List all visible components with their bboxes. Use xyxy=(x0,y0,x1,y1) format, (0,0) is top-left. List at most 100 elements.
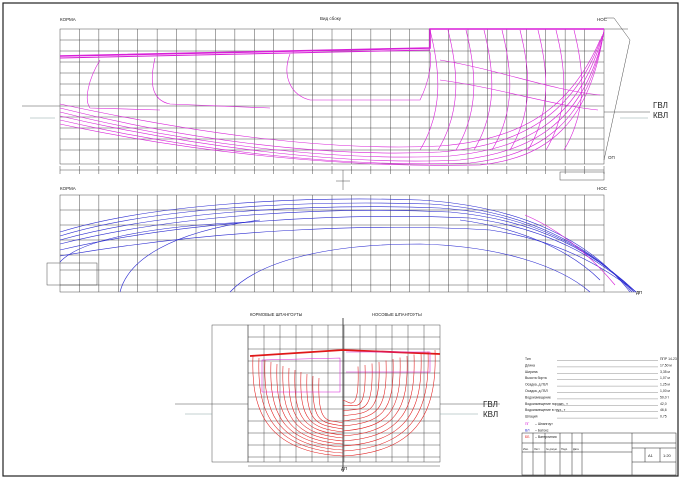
particular-value: 1,00 м xyxy=(660,389,671,393)
plan-view-waterlines xyxy=(59,198,637,293)
particular-name: Осадка, д.ГВЛ xyxy=(525,383,548,387)
legend-code: ПГ xyxy=(525,422,529,426)
waterline-kvl-label: КВЛ xyxy=(653,111,668,120)
bow-frame xyxy=(545,29,565,151)
plan-waterline xyxy=(59,226,637,293)
deck-line xyxy=(249,349,441,357)
particular-name: Тип xyxy=(525,357,531,361)
particular-name: Шпация xyxy=(525,415,538,419)
stern-frame xyxy=(312,375,344,427)
buttock-line xyxy=(59,39,601,148)
title-block-heading: Подп. xyxy=(561,447,568,451)
particular-name: Водоизмещение в груз., т xyxy=(525,408,566,412)
waterline-curve xyxy=(439,59,601,96)
title-block-heading: Лист xyxy=(534,447,540,451)
bow-frame xyxy=(563,29,583,151)
side-dim-box xyxy=(559,171,605,181)
diagonal-line xyxy=(119,219,261,293)
stern-frame xyxy=(252,355,344,457)
bow-frame xyxy=(342,363,373,412)
stern-frame xyxy=(288,367,344,439)
title-block-heading: Изм. xyxy=(523,447,529,451)
title-block-heading: Дата xyxy=(573,447,579,451)
bow-frame xyxy=(342,355,408,437)
diagonal-line xyxy=(59,221,251,263)
bow-frame xyxy=(342,361,380,417)
buttock-line xyxy=(59,29,605,165)
particular-value: 1,07 м xyxy=(660,376,671,380)
sheer-line xyxy=(59,28,604,57)
particular-value: 42,0 xyxy=(660,402,667,406)
bow-frame xyxy=(342,352,422,447)
particular-value: 0,75 xyxy=(660,415,667,419)
side-view-profile-lines xyxy=(59,28,605,166)
bow-frame xyxy=(342,364,366,407)
buttock-line xyxy=(59,33,604,158)
stern-frame xyxy=(258,357,344,454)
buttock-line xyxy=(59,29,605,166)
diagonal-line xyxy=(229,243,591,293)
stern-detail-box xyxy=(46,262,98,286)
plan-waterline xyxy=(59,202,633,293)
body-side-box xyxy=(211,324,249,463)
bow-frame xyxy=(527,29,547,151)
stern-label-plan: КОРМА xyxy=(60,186,76,191)
body-bow-title: НОСОВЫЕ ШПАНГОУТЫ xyxy=(372,312,422,317)
bow-label-plan: НОС xyxy=(597,186,608,191)
legend-text: – Ватерлиния xyxy=(535,435,557,439)
legend-code: ВЛ xyxy=(525,428,529,432)
section-curve xyxy=(286,51,431,101)
inner-outline-bow xyxy=(346,351,431,373)
particular-value: ППР 14-23 xyxy=(660,357,677,361)
title-sheet: А1 xyxy=(648,453,654,458)
bow-label-top: НОС xyxy=(597,17,608,22)
bow-frame xyxy=(455,29,475,151)
baseline-op-label: ОП xyxy=(608,155,615,160)
stern-frame xyxy=(276,363,344,445)
bow-frame xyxy=(342,349,436,457)
body-plan: КОРМОВЫЕ ШПАНГОУТЫ НОСОВЫЕ ШПАНГОУТЫ ДП … xyxy=(175,312,500,472)
stern-frame xyxy=(270,361,344,448)
stern-frame xyxy=(282,365,344,442)
legend-text: – Шпангоут xyxy=(535,422,553,426)
bow-frame xyxy=(342,357,401,432)
title-block xyxy=(521,432,677,476)
plan-view: КОРМА НОС ДП xyxy=(46,186,642,295)
inner-outline xyxy=(261,357,341,393)
particular-value: 3,35 м xyxy=(660,370,671,374)
particular-value: 46,6 xyxy=(660,408,667,412)
bow-frame xyxy=(342,366,359,404)
body-plan-frames xyxy=(249,349,441,457)
stern-frame xyxy=(306,373,344,430)
title-block-heading: № докум. xyxy=(546,448,558,451)
particular-name: Осадка, д.ГВЛ xyxy=(525,389,548,393)
bow-frame xyxy=(342,351,429,452)
stern-frame xyxy=(300,371,344,433)
particular-value: 50,0 т xyxy=(660,395,670,399)
side-view: Вид сбоку КОРМА НОС ГВЛ КВЛ ОП xyxy=(22,16,668,190)
bow-red-line xyxy=(524,214,616,286)
waterline-gvl-label: ГВЛ xyxy=(653,101,668,110)
diagonal-line xyxy=(459,219,601,281)
bow-frame xyxy=(473,29,493,151)
plan-waterline xyxy=(59,216,637,293)
plan-waterline xyxy=(59,210,637,293)
bow-frame xyxy=(491,29,511,151)
stern-frame xyxy=(294,369,344,436)
section-curve xyxy=(151,57,271,109)
particular-name: Длина xyxy=(525,363,535,367)
particular-name: Водоизмещение xyxy=(525,395,551,399)
legend-code: ББ xyxy=(525,435,530,439)
stern-frame xyxy=(264,359,344,451)
bow-frame xyxy=(342,360,387,422)
stern-label-top: КОРМА xyxy=(60,17,76,22)
particular-name: Ширина xyxy=(525,370,538,374)
particular-name: Водоизмещение порожн., т xyxy=(525,402,568,406)
bow-frame xyxy=(342,354,415,442)
body-kvl-label: КВЛ xyxy=(483,410,498,419)
legend-text: – Батокс xyxy=(535,428,549,432)
section-curve xyxy=(87,59,161,111)
plan-waterline xyxy=(59,198,631,293)
